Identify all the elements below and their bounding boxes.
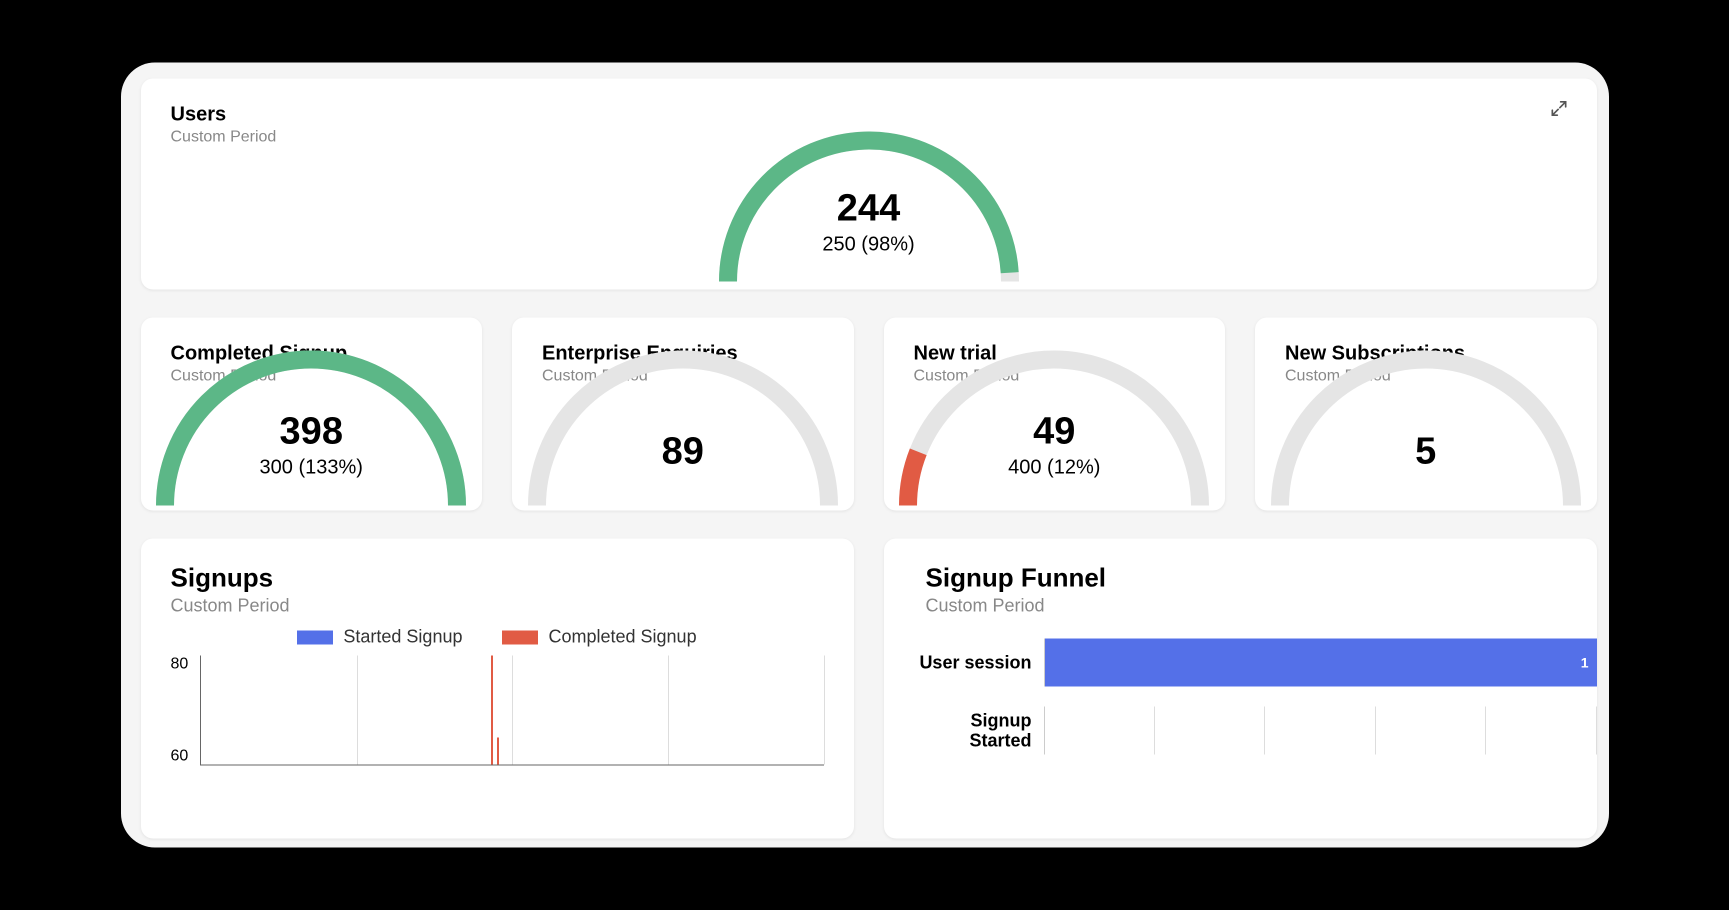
legend-item: Completed Signup: [502, 627, 696, 648]
metric-gauge: 5: [1255, 386, 1597, 506]
legend-swatch: [297, 630, 333, 644]
metric-card: New trialCustom Period49400 (12%): [884, 318, 1226, 511]
users-gauge: 244 250 (98%): [141, 147, 1597, 282]
grid-line: [824, 656, 825, 765]
funnel-subtitle: Custom Period: [926, 596, 1567, 617]
funnel-chart: User session 1 SignupStarted: [884, 617, 1597, 757]
chart-spike: [491, 656, 493, 765]
funnel-row: SignupStarted: [914, 705, 1597, 757]
grid-line: [512, 656, 513, 765]
signups-title: Signups: [171, 563, 824, 594]
metric-card: Completed SignupCustom Period398300 (133…: [141, 318, 483, 511]
signups-legend: Started Signup Completed Signup: [171, 627, 824, 648]
funnel-card: Signup Funnel Custom Period User session…: [884, 539, 1597, 839]
funnel-bar: 1: [1045, 639, 1597, 687]
funnel-title: Signup Funnel: [926, 563, 1567, 594]
funnel-track: 1: [1044, 639, 1597, 687]
legend-item: Started Signup: [297, 627, 462, 648]
funnel-label: User session: [914, 652, 1044, 673]
signups-plot: [200, 656, 823, 766]
metric-value: 398: [156, 413, 466, 451]
signups-subtitle: Custom Period: [171, 596, 824, 617]
metric-sub: 400 (12%): [899, 457, 1209, 480]
funnel-label: SignupStarted: [914, 710, 1044, 751]
y-tick: 60: [171, 748, 189, 766]
users-sub: 250 (98%): [719, 234, 1019, 257]
chart-spike: [497, 737, 499, 764]
metric-sub: 300 (133%): [156, 457, 466, 480]
users-card: Users Custom Period 244 250 (98%): [141, 79, 1597, 290]
legend-swatch: [502, 630, 538, 644]
metric-value: 49: [899, 413, 1209, 451]
metric-gauge: 398 300 (133%): [141, 386, 483, 506]
legend-label: Started Signup: [343, 627, 462, 648]
metric-gauge: 49 400 (12%): [884, 386, 1226, 506]
signups-card: Signups Custom Period Started Signup Comp…: [141, 539, 854, 839]
grid-line: [357, 656, 358, 765]
signups-yaxis: 80 60: [171, 656, 201, 766]
expand-icon[interactable]: [1549, 99, 1573, 123]
y-tick: 80: [171, 656, 189, 674]
grid-line: [668, 656, 669, 765]
funnel-value: 1: [1581, 655, 1589, 671]
metric-gauge: 89: [512, 386, 854, 506]
metric-card: New SubscriptionsCustom Period5: [1255, 318, 1597, 511]
users-value: 244: [719, 190, 1019, 228]
funnel-track: [1044, 707, 1597, 755]
metric-value: 89: [528, 433, 838, 471]
funnel-row: User session 1: [914, 637, 1597, 689]
metric-value: 5: [1271, 433, 1581, 471]
metric-card: Enterprise EnquiriesCustom Period89: [512, 318, 854, 511]
users-title: Users: [171, 103, 1567, 127]
legend-label: Completed Signup: [548, 627, 696, 648]
